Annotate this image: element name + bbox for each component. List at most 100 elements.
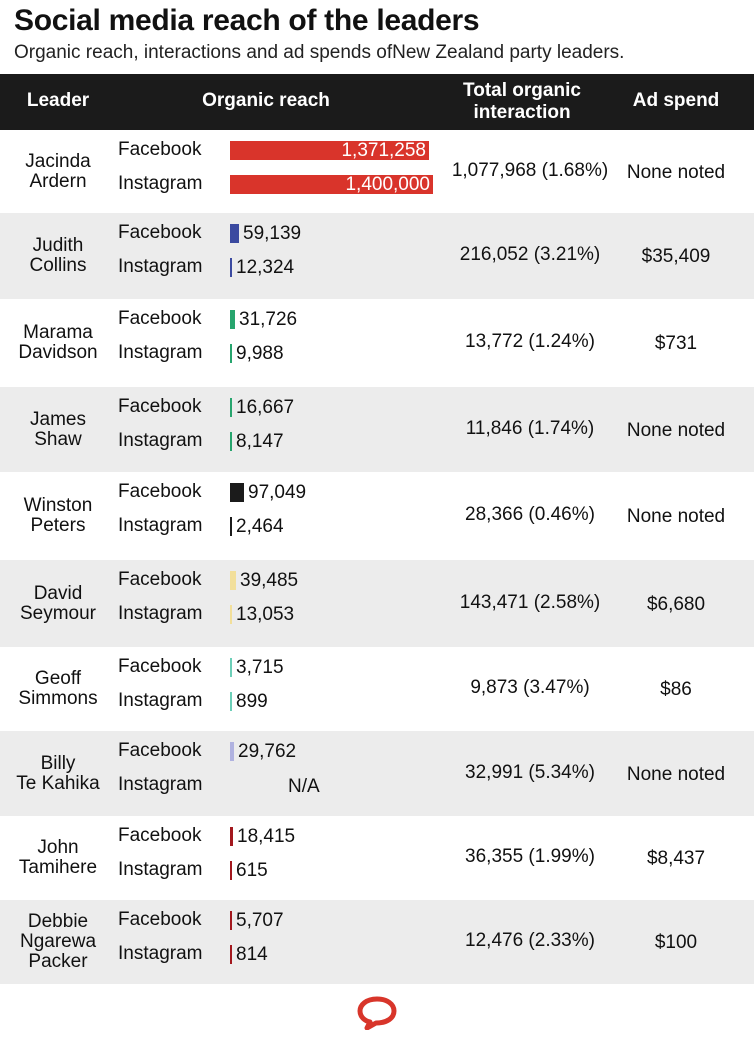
facebook-label: Facebook <box>118 825 202 846</box>
instagram-bar <box>230 861 232 880</box>
instagram-value: 9,988 <box>236 343 284 364</box>
ad-spend: $731 <box>654 333 698 354</box>
instagram-bar <box>230 692 232 711</box>
facebook-value: 3,715 <box>236 657 284 678</box>
facebook-bar <box>230 658 232 677</box>
leader-name: Geoff Simmons <box>0 669 116 709</box>
leader-name-line: James <box>30 409 86 430</box>
leader-name-line: Tamihere <box>18 857 98 878</box>
table-row: John Tamihere Facebook 18,415 Instagram 615 36… <box>0 816 754 900</box>
leader-name-line: Ngarewa <box>19 931 97 952</box>
facebook-bar <box>230 742 234 761</box>
total-interaction: 13,772 (1.24%) <box>465 331 595 352</box>
facebook-bar <box>230 310 235 329</box>
total-interaction: 11,846 (1.74%) <box>465 418 595 439</box>
instagram-bar <box>230 605 232 624</box>
facebook-value: 5,707 <box>236 910 284 931</box>
instagram-label: Instagram <box>118 173 203 194</box>
total-interaction: 12,476 (2.33%) <box>465 930 595 951</box>
instagram-label: Instagram <box>118 690 203 711</box>
leader-name: John Tamihere <box>0 838 116 878</box>
instagram-value: 899 <box>236 691 268 712</box>
instagram-label: Instagram <box>118 430 203 451</box>
instagram-bar <box>230 517 232 536</box>
leader-name: James Shaw <box>0 410 116 450</box>
ad-spend: None noted <box>626 764 726 785</box>
header-organic-reach: Organic reach <box>202 90 330 111</box>
facebook-bar <box>230 141 429 160</box>
facebook-bar <box>230 398 232 417</box>
instagram-value: 615 <box>236 860 268 881</box>
speech-bubble-icon <box>357 996 397 1030</box>
ad-spend: None noted <box>626 506 726 527</box>
ad-spend: $100 <box>654 932 698 953</box>
table-row: Marama Davidson Facebook 31,726 Instagram 9,9… <box>0 299 754 387</box>
chart-title: Social media reach of the leaders <box>14 4 480 37</box>
total-interaction: 1,077,968 (1.68%) <box>451 160 609 181</box>
leader-name-line: Shaw <box>34 429 82 450</box>
instagram-value: 13,053 <box>236 604 295 625</box>
leader-name-line: Billy <box>40 753 76 774</box>
header-total-line1: Total organic <box>463 80 581 101</box>
leader-name: David Seymour <box>0 584 116 624</box>
instagram-label: Instagram <box>118 342 203 363</box>
instagram-value: 12,324 <box>236 257 295 278</box>
instagram-bar <box>230 344 232 363</box>
facebook-value: 97,049 <box>248 482 307 503</box>
header-total-interaction: Total organic interaction <box>440 80 604 124</box>
leader-name-line: Collins <box>29 255 87 276</box>
leader-name-line: Te Kahika <box>16 773 100 794</box>
instagram-label: Instagram <box>118 256 203 277</box>
instagram-label: Instagram <box>118 515 203 536</box>
facebook-label: Facebook <box>118 396 202 417</box>
instagram-value: 1,400,000 <box>345 174 430 195</box>
header-ad-spend: Ad spend <box>632 90 720 111</box>
leader-name-line: Winston <box>23 495 93 516</box>
facebook-bar <box>230 571 236 590</box>
instagram-bar <box>230 258 232 277</box>
leader-name-line: Seymour <box>19 603 97 624</box>
facebook-label: Facebook <box>118 740 202 761</box>
instagram-value: N/A <box>288 776 320 797</box>
leader-name-line: Davidson <box>18 342 98 363</box>
leader-name-line: Simmons <box>18 688 98 709</box>
ad-spend: $8,437 <box>646 848 706 869</box>
table-row: Billy Te Kahika Facebook 29,762 Instagram N/A… <box>0 731 754 816</box>
facebook-bar <box>230 827 233 846</box>
instagram-value: 2,464 <box>236 516 284 537</box>
table-row: Winston Peters Facebook 97,049 Instagram 2,46… <box>0 472 754 560</box>
ad-spend: $35,409 <box>641 246 711 267</box>
facebook-label: Facebook <box>118 308 202 329</box>
table-header: Leader Organic reach Total organic inter… <box>0 74 754 130</box>
facebook-label: Facebook <box>118 481 202 502</box>
leader-name-line: Judith <box>32 235 84 256</box>
total-interaction: 36,355 (1.99%) <box>465 846 595 867</box>
facebook-value: 18,415 <box>237 826 296 847</box>
ad-spend: None noted <box>626 420 726 441</box>
instagram-value: 8,147 <box>236 431 284 452</box>
leader-name-line: Debbie <box>27 911 89 932</box>
leader-name: Winston Peters <box>0 496 116 536</box>
table-row: James Shaw Facebook 16,667 Instagram 8,147 11,… <box>0 387 754 472</box>
leader-name-line: Peters <box>30 515 86 536</box>
facebook-value: 16,667 <box>236 397 295 418</box>
facebook-label: Facebook <box>118 139 202 160</box>
facebook-label: Facebook <box>118 222 202 243</box>
table-row: David Seymour Facebook 39,485 Instagram 13,05… <box>0 560 754 647</box>
facebook-value: 1,371,258 <box>341 140 426 161</box>
leader-name: Marama Davidson <box>0 323 116 363</box>
facebook-label: Facebook <box>118 656 202 677</box>
total-interaction: 28,366 (0.46%) <box>465 504 595 525</box>
leader-name-line: John <box>37 837 79 858</box>
instagram-bar <box>230 945 232 964</box>
table-row: Jacinda Ardern Facebook 1,371,258 Instagram 1… <box>0 130 754 213</box>
facebook-value: 59,139 <box>243 223 302 244</box>
leader-name: Billy Te Kahika <box>0 754 116 794</box>
total-interaction: 143,471 (2.58%) <box>459 592 601 613</box>
leader-name-line: Jacinda <box>25 151 91 172</box>
facebook-value: 29,762 <box>238 741 297 762</box>
total-interaction: 216,052 (3.21%) <box>459 244 601 265</box>
leader-name-line: Marama <box>23 322 93 343</box>
table-row: Debbie Ngarewa Packer Facebook 5,707 Instagra… <box>0 900 754 984</box>
table-row: Judith Collins Facebook 59,139 Instagram 12,3… <box>0 213 754 299</box>
